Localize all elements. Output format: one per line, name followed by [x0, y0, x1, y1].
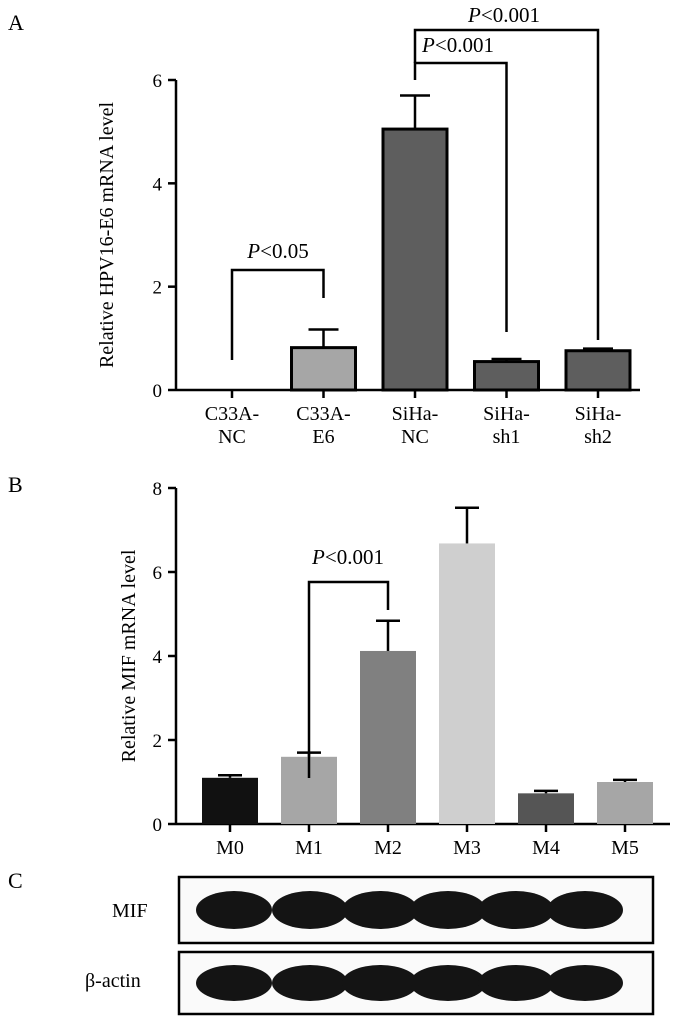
- y-tick-label: 8: [153, 479, 163, 500]
- blot-band: [272, 965, 348, 1001]
- blot-band: [410, 891, 486, 929]
- x-tick-label: SiHa-sh2: [575, 403, 622, 448]
- x-tick-label: SiHa-sh1: [483, 403, 530, 448]
- x-tick-label: M4: [532, 837, 560, 859]
- significance-label: P<0.001: [467, 3, 540, 27]
- blot-band: [342, 965, 418, 1001]
- y-tick-label: 4: [153, 647, 163, 668]
- blot-band: [478, 965, 554, 1001]
- significance-label: P<0.001: [421, 33, 494, 57]
- x-tick-label: M0: [216, 837, 244, 859]
- x-tick-label: M2: [374, 837, 402, 859]
- blot-label-mif: MIF: [112, 900, 148, 922]
- bar: [381, 127, 449, 392]
- blot-label-beta-actin: β-actin: [85, 970, 141, 992]
- panel-b-letter: B: [8, 472, 23, 497]
- blot-band: [547, 891, 623, 929]
- significance-bracket: [413, 28, 600, 340]
- panel-a-letter: A: [8, 10, 24, 35]
- blot-band: [547, 965, 623, 1001]
- y-tick-label: 0: [153, 381, 163, 402]
- blot-band: [196, 891, 272, 929]
- significance-label: P<0.05: [246, 239, 308, 263]
- x-tick-label: C33A-E6: [296, 403, 350, 448]
- bar: [597, 782, 653, 824]
- y-tick-label: 4: [153, 174, 163, 195]
- panel-a-y-axis-label: Relative HPV16-E6 mRNA level: [96, 102, 118, 369]
- y-tick-label: 2: [153, 278, 163, 299]
- bar: [518, 793, 574, 824]
- blot-band: [478, 891, 554, 929]
- bar: [202, 777, 258, 824]
- x-tick-label: M3: [453, 837, 481, 859]
- x-tick-label: SiHa-NC: [392, 403, 439, 448]
- bar: [439, 543, 495, 824]
- y-tick-label: 2: [153, 731, 163, 752]
- y-tick-label: 0: [153, 815, 163, 836]
- x-tick-label: C33A-NC: [205, 403, 259, 448]
- blot-band: [272, 891, 348, 929]
- bar: [473, 360, 540, 392]
- y-tick-label: 6: [153, 71, 163, 92]
- blot-band: [342, 891, 418, 929]
- panel-a-chart: A Relative HPV16-E6 mRNA level 0 2 4 6 C33A-…: [8, 3, 640, 448]
- bar: [360, 650, 416, 824]
- bar: [290, 346, 357, 392]
- x-tick-label: M5: [611, 837, 639, 859]
- x-tick-label: M1: [295, 837, 323, 859]
- y-tick-label: 6: [153, 563, 163, 584]
- blot-band: [196, 965, 272, 1001]
- panel-c-western-blot: C MIF β-actin: [8, 868, 655, 1016]
- bar: [564, 349, 632, 392]
- panel-c-letter: C: [8, 868, 23, 893]
- panel-b-chart: B Relative MIF mRNA level 0 2 4 6 8 M0 M1 M2 M3 M…: [8, 472, 670, 859]
- significance-label: P<0.001: [311, 545, 384, 569]
- blot-band: [410, 965, 486, 1001]
- significance-bracket: [307, 580, 390, 778]
- significance-bracket: [413, 61, 508, 332]
- significance-bracket: [230, 268, 325, 360]
- panel-b-y-axis-label: Relative MIF mRNA level: [118, 549, 140, 762]
